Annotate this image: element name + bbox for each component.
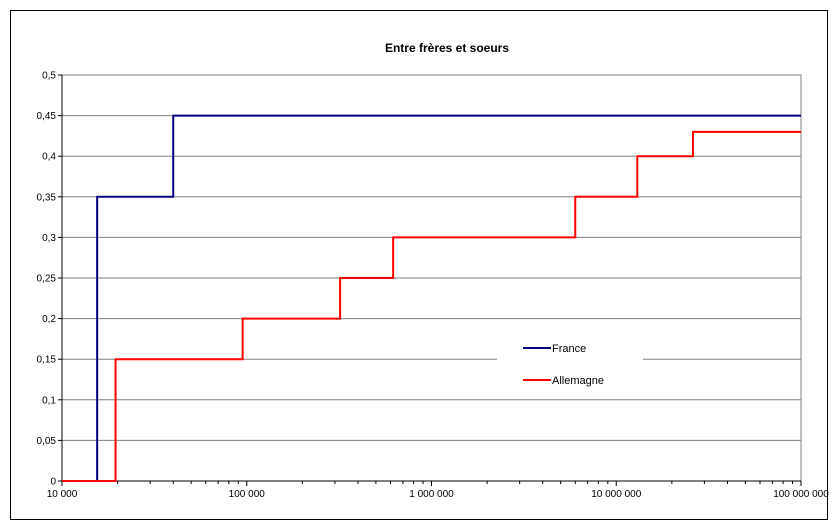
- chart-frame: [10, 10, 828, 520]
- legend-label-allemagne: Allemagne: [552, 375, 604, 387]
- series-line-allemagne: [62, 130, 801, 482]
- y-tick-label: 0,35: [37, 192, 57, 203]
- y-tick-label: 0,3: [42, 233, 56, 244]
- legend-box: [497, 336, 643, 396]
- x-tick-label: 10 000: [47, 489, 78, 500]
- x-tick-label: 1 000 000: [409, 489, 454, 500]
- y-tick-label: 0,4: [42, 152, 56, 163]
- x-tick-label: 100 000 000: [773, 489, 829, 500]
- legend: France Allemagne: [497, 336, 643, 396]
- series-layer: [62, 114, 801, 482]
- y-tick-label: 0,15: [37, 355, 57, 366]
- y-tick-label: 0,45: [37, 111, 57, 122]
- legend-label-france: France: [552, 343, 586, 355]
- axes: 0 0,05 0,1 0,15 0,2 0,25 0,3 0,35 0,4 0,45 0,5 10 0…: [37, 71, 830, 501]
- y-tick-label: 0,5: [42, 71, 56, 82]
- y-tick-label: 0,25: [37, 274, 57, 285]
- series-line-france: [62, 114, 801, 482]
- y-tick-label: 0,2: [42, 314, 56, 325]
- x-tick-label: 100 000: [229, 489, 266, 500]
- y-tick-label: 0: [50, 477, 56, 488]
- chart-title: Entre frères et soeurs: [385, 41, 509, 55]
- y-tick-label: 0,1: [42, 395, 56, 406]
- x-tick-label: 10 000 000: [591, 489, 641, 500]
- y-tick-label: 0,05: [37, 436, 57, 447]
